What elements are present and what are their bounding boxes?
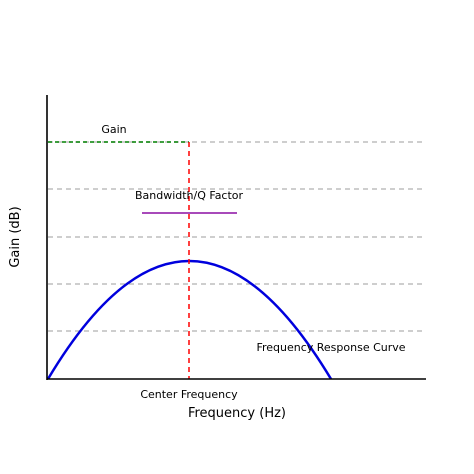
gain-label: Gain xyxy=(101,123,126,136)
y-axis-label: Gain (dB) xyxy=(8,206,23,267)
center-frequency-label: Center Frequency xyxy=(140,388,238,401)
bandwidth-label: Bandwidth/Q Factor xyxy=(135,189,244,202)
curve-label: Frequency Response Curve xyxy=(256,341,405,354)
x-axis-label: Frequency (Hz) xyxy=(188,406,286,421)
